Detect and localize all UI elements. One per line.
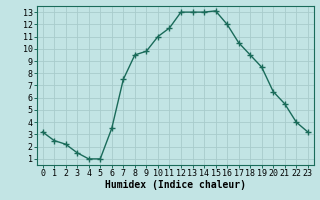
X-axis label: Humidex (Indice chaleur): Humidex (Indice chaleur)	[105, 180, 246, 190]
